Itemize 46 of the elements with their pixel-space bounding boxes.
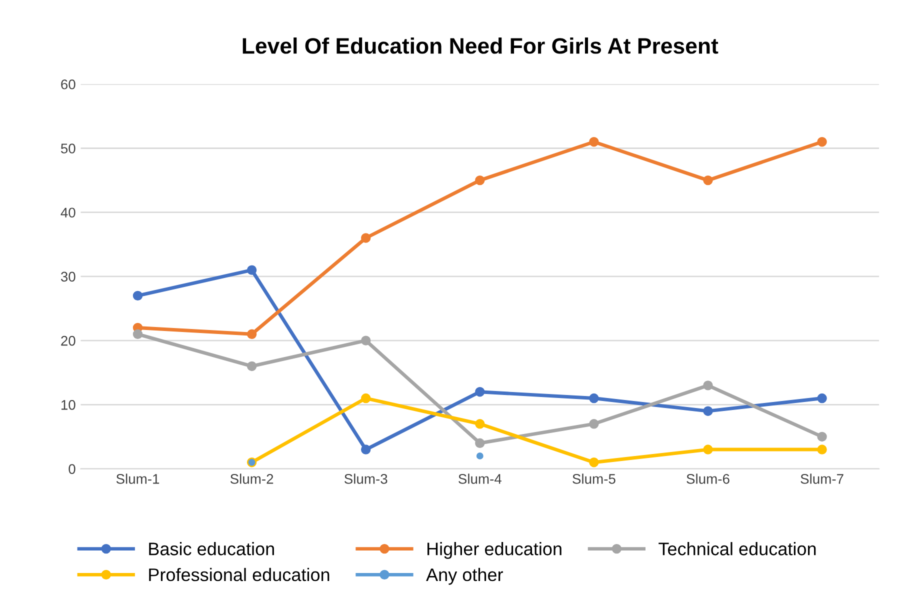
- y-tick-label: 50: [60, 144, 76, 154]
- point: [703, 406, 713, 416]
- x-tick-label: Slum-6: [686, 474, 730, 484]
- point: [817, 432, 827, 442]
- point: [360, 336, 371, 346]
- point: [703, 380, 713, 390]
- legend-label: Technical education: [658, 542, 816, 556]
- x-tick-label: Slum-2: [230, 474, 274, 484]
- point: [246, 361, 257, 372]
- x-tick-label: Slum-5: [572, 474, 616, 484]
- point: [246, 329, 257, 340]
- x-tick-label: Slum-1: [116, 474, 160, 484]
- point: [703, 175, 713, 186]
- point: [246, 265, 257, 275]
- y-tick-label: 0: [68, 464, 76, 474]
- x-tick-label: Slum-3: [344, 474, 388, 484]
- point: [589, 419, 599, 429]
- point: [817, 393, 827, 404]
- legend-label: Higher education: [427, 542, 562, 559]
- legend-label: Any other: [426, 568, 503, 585]
- point: [475, 175, 485, 186]
- y-tick-label: 40: [60, 208, 76, 218]
- legend-label: Basic education: [149, 542, 274, 556]
- point: [475, 386, 485, 397]
- y-tick-label: 20: [61, 336, 76, 346]
- y-tick-label: 10: [61, 400, 76, 410]
- point: [475, 419, 485, 429]
- y-tick-label: 30: [60, 272, 76, 282]
- point: [589, 393, 599, 404]
- point: [360, 393, 371, 404]
- x-tick-label: Slum-7: [800, 474, 844, 484]
- point: [589, 136, 599, 147]
- point: [360, 233, 371, 243]
- point: [132, 290, 143, 301]
- y-tick-label: 60: [61, 79, 76, 90]
- point: [817, 444, 827, 454]
- chart-title: Level Of Education Need For Girls At Present: [242, 37, 718, 54]
- point: [476, 452, 484, 460]
- point: [703, 444, 713, 454]
- point: [589, 458, 599, 468]
- point: [132, 329, 143, 340]
- point: [360, 444, 371, 454]
- point: [475, 438, 485, 448]
- x-tick-label: Slum-4: [458, 474, 502, 484]
- legend-label: Professional education: [149, 568, 330, 582]
- point: [817, 136, 827, 147]
